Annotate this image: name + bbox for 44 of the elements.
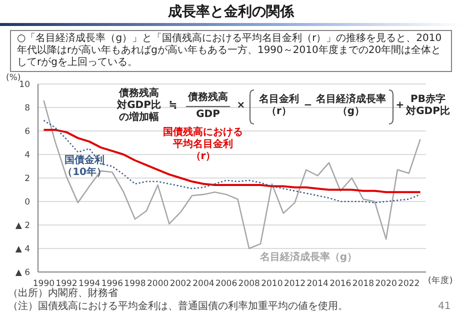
annotation: PB赤字対GDP比	[406, 94, 450, 118]
annotation: 名目金利（r）	[258, 94, 300, 118]
x-tick-label: 1998	[124, 279, 146, 290]
line-series	[43, 120, 421, 204]
annotation: ≒	[168, 100, 178, 112]
annotation: 名目経済成長率（g）	[315, 94, 387, 118]
x-tick-label: 2022	[398, 279, 420, 290]
chart-title: 成長率と金利の関係	[166, 3, 296, 21]
x-tick-label: 2012	[284, 279, 306, 290]
y-tick-label: ▲ 4	[15, 244, 30, 255]
y-tick-label: 4	[24, 150, 30, 161]
x-axis-title: (年度)	[428, 275, 453, 287]
text: （注）国債残高における平均金利は、普通国債の利率加重平均の値を使用。	[8, 301, 348, 313]
annotation: −	[302, 100, 314, 112]
annotation: +	[394, 100, 406, 112]
text: （出所）内閣府、財務省	[8, 288, 118, 300]
x-tick-label: 2020	[375, 279, 397, 290]
y-tick-label: 10	[19, 80, 30, 90]
x-tick-label: 2018	[352, 279, 374, 290]
y-tick-label: 6	[24, 127, 30, 138]
x-tick-label: 2002	[170, 279, 192, 290]
annotation: GDP	[195, 109, 221, 121]
y-tick-label: 2	[24, 174, 30, 184]
x-tick-label: 2014	[306, 279, 328, 290]
y-axis-title: (%)	[6, 72, 21, 83]
text: 41	[438, 301, 451, 313]
annotation: 債務残高	[186, 92, 229, 104]
y-tick-label: ▲ 6	[15, 268, 30, 278]
x-tick-label: 2008	[238, 279, 260, 290]
x-tick-label: 1990	[32, 279, 55, 290]
y-tick-label: 8	[24, 104, 30, 114]
x-tick-label: 2004	[192, 279, 214, 290]
y-tick-label: 0	[24, 198, 30, 208]
x-tick-label: 2006	[215, 279, 238, 290]
series-label: 国債残高における平均名目金利（r）	[162, 127, 244, 164]
x-tick-label: 2000	[147, 279, 169, 290]
series-label: 名目経済成長率（g）	[258, 252, 358, 264]
series-label: 国債金利（10年）	[62, 154, 108, 178]
x-tick-label: 2016	[330, 279, 352, 290]
annotation: ×	[236, 100, 246, 112]
x-tick-label: 2010	[261, 279, 283, 290]
annotation: 債務残高対GDP比の増加幅	[116, 88, 162, 124]
y-tick-label: ▲ 2	[15, 221, 30, 232]
chart-subtitle: ○「名目経済成長率（g）」と「国債残高における平均名目金利（r）」の推移を見ると、2010年代以降はrが高い年もあればgが高い年もある一方、1990～2010年度までの20年間は全体としてrがgを上回っている。	[10, 30, 452, 72]
